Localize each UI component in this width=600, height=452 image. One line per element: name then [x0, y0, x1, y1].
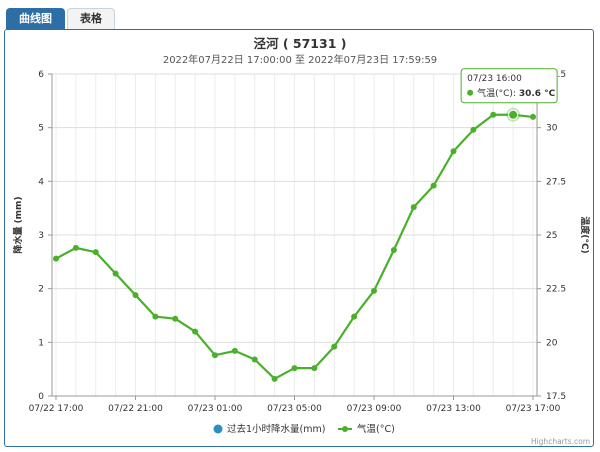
- legend-precip-marker: [213, 424, 223, 434]
- tooltip: 07/23 16:00 气温(°C): 30.6 °C: [460, 68, 558, 104]
- tab-bar: 曲线图 表格: [6, 8, 117, 30]
- y-right-axis-label: 温度(°C): [579, 216, 591, 253]
- x-tick-label: 07/22 17:00: [29, 404, 84, 414]
- temperature-point: [53, 255, 59, 262]
- y-left-tick-label: 6: [38, 70, 44, 80]
- temperature-point: [311, 365, 318, 372]
- legend-item-temp[interactable]: 气温(°C): [338, 423, 395, 435]
- tooltip-series-marker: [467, 89, 474, 96]
- x-tick-label: 07/23 05:00: [267, 404, 322, 414]
- y-left-tick-label: 2: [38, 285, 44, 295]
- x-tick-label: 07/22 21:00: [108, 404, 163, 414]
- temperature-point: [430, 182, 437, 189]
- x-tick-label: 07/23 01:00: [188, 404, 243, 414]
- temperature-point: [192, 328, 199, 335]
- legend-item-precip[interactable]: 过去1小时降水量(mm): [213, 423, 326, 435]
- temperature-point: [291, 365, 298, 372]
- temperature-point: [490, 111, 497, 118]
- y-left-tick-label: 3: [38, 231, 44, 241]
- temperature-point: [450, 148, 457, 155]
- temperature-point: [530, 113, 536, 120]
- temperature-point: [212, 352, 218, 359]
- y-right-tick-label: 30: [546, 124, 558, 134]
- temperature-point: [508, 109, 519, 120]
- temperature-point: [410, 204, 417, 211]
- chart-title: 泾河 ( 57131 ): [254, 36, 347, 51]
- y-right-tick-label: 27.5: [546, 177, 566, 187]
- chart-panel: 泾河 ( 57131 ) 2022年07月22日 17:00:00 至 2022…: [4, 29, 594, 447]
- temperature-point: [152, 313, 159, 320]
- y-left-tick-label: 0: [38, 392, 44, 402]
- chart-credit: Highcharts.com: [531, 437, 590, 446]
- chart-subtitle: 2022年07月22日 17:00:00 至 2022年07月23日 17:59…: [163, 53, 437, 66]
- x-tick-label: 07/23 17:00: [506, 404, 561, 414]
- tooltip-colon: :: [513, 89, 519, 99]
- tooltip-value: 30.6 °C: [519, 89, 556, 99]
- tooltip-value-line: 气温(°C): 30.6 °C: [477, 87, 556, 99]
- temperature-point: [331, 343, 338, 350]
- temperature-point: [92, 249, 99, 256]
- y-left-axis-label: 降水量 (mm): [12, 196, 24, 253]
- temperature-point: [231, 347, 238, 354]
- tooltip-x-label: 07/23 16:00: [467, 74, 522, 84]
- temperature-point: [371, 287, 377, 294]
- line-chart: 泾河 ( 57131 ) 2022年07月22日 17:00:00 至 2022…: [12, 36, 591, 446]
- y-left-tick-label: 1: [38, 338, 44, 348]
- tab-chart[interactable]: 曲线图: [6, 8, 65, 29]
- tooltip-series-name: 气温(°C): [477, 87, 513, 99]
- y-left-tick-label: 5: [38, 124, 44, 134]
- temperature-point: [132, 292, 139, 299]
- y-right-tick-label: 25: [546, 231, 557, 241]
- y-right-tick-label: 20: [546, 338, 558, 348]
- temperature-point: [172, 315, 179, 322]
- tooltip-box: [460, 68, 558, 104]
- temperature-point: [390, 247, 397, 254]
- tab-table[interactable]: 表格: [67, 8, 115, 29]
- legend-temp-label: 气温(°C): [357, 423, 395, 435]
- y-right-tick-label: 17.5: [546, 392, 566, 402]
- y-right-tick-label: 22.5: [546, 285, 566, 295]
- legend-precip-label: 过去1小时降水量(mm): [227, 423, 325, 435]
- temperature-point: [271, 375, 278, 382]
- x-tick-label: 07/23 13:00: [426, 404, 481, 414]
- legend-temp-marker: [342, 426, 348, 432]
- temperature-point: [72, 244, 79, 251]
- legend: 过去1小时降水量(mm) 气温(°C): [213, 423, 395, 435]
- temperature-point: [470, 126, 477, 133]
- y-left-tick-label: 4: [38, 177, 44, 187]
- temperature-point: [112, 270, 119, 277]
- x-tick-label: 07/23 09:00: [347, 404, 402, 414]
- temperature-point: [351, 313, 358, 320]
- temperature-point: [251, 356, 258, 363]
